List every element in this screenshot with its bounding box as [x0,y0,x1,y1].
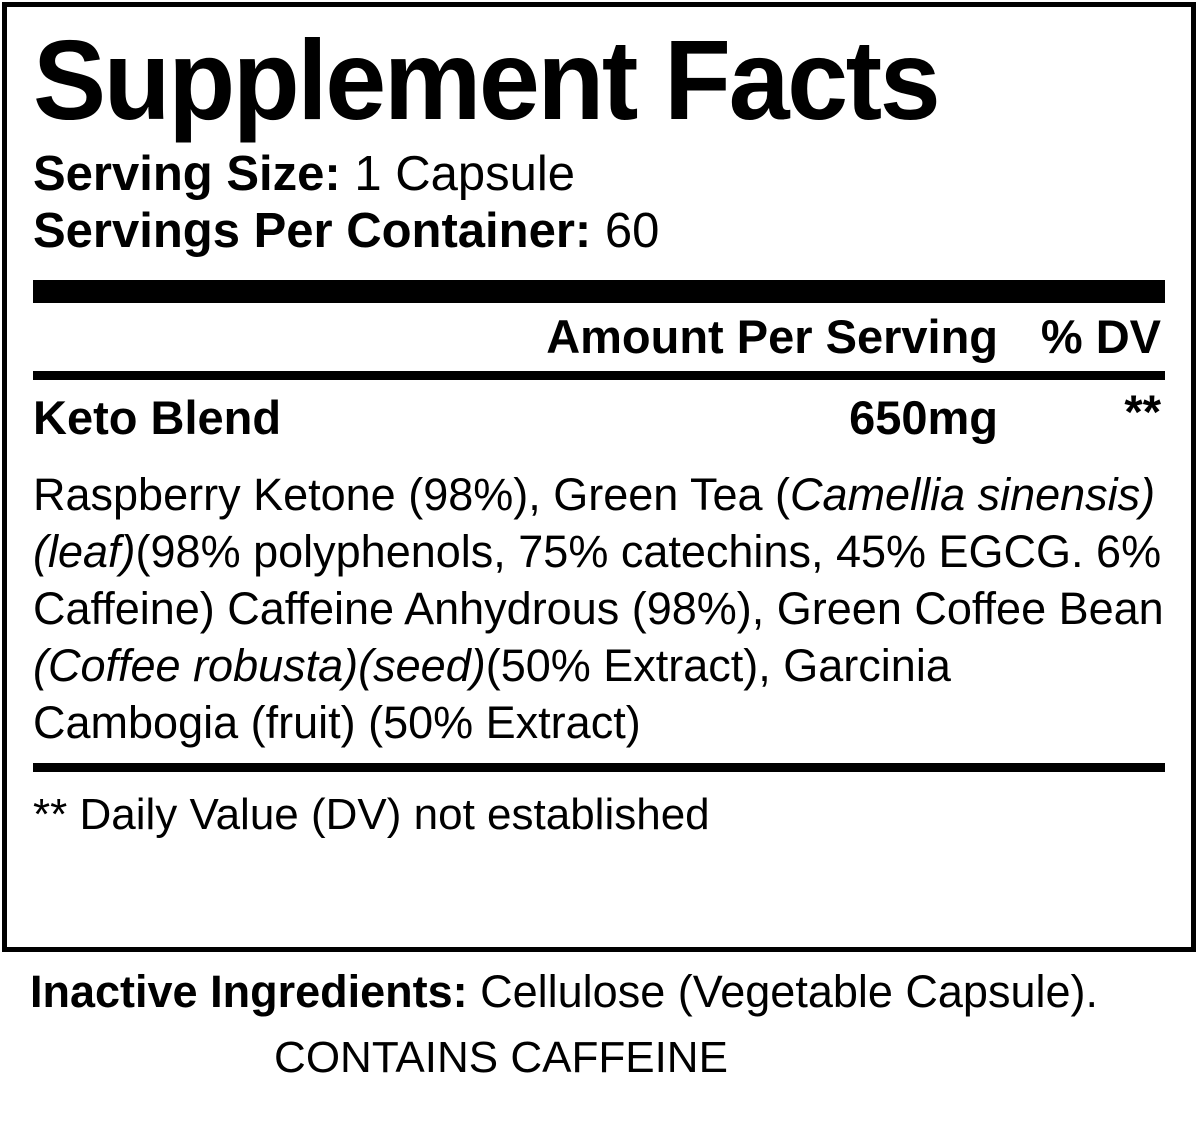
servings-per-container-value: 60 [604,204,660,259]
ingredient-botanical-name: (Coffee robusta)(seed) [33,639,486,691]
ingredient-text: (50% Extract), Garcinia Cambogia (fruit)… [33,639,951,748]
inactive-ingredients-label: Inactive Ingredients: [30,966,468,1017]
servings-per-container-label: Servings Per Container: [33,204,592,259]
ingredient-text: Raspberry Ketone (98%), Green Tea ( [33,468,791,520]
row-amount-keto-blend: 650mg [849,390,998,444]
serving-size-label: Serving Size: [33,147,341,202]
column-header-row: Amount Per Serving % DV [33,303,1165,371]
page-title: Supplement Facts [33,17,941,143]
divider-heavy-top [33,279,1165,303]
inactive-ingredients-value: Cellulose (Vegetable Capsule). [480,966,1098,1017]
inactive-ingredients-paragraph: Inactive Ingredients: Cellulose (Vegetab… [30,952,1172,1020]
column-header-amount-per-serving: Amount Per Serving [546,309,998,363]
daily-value-footnote: ** Daily Value (DV) not established [33,789,710,839]
panel-inner: Supplement Facts Serving Size: 1 Capsule… [7,7,1191,947]
contains-caffeine-notice: CONTAINS CAFFEINE [274,1033,728,1082]
ingredient-detail-paragraph: Raspberry Ketone (98%), Green Tea (Camel… [33,452,1165,763]
row-dv-keto-blend: ** [1124,384,1161,438]
below-panel-section: Inactive Ingredients: Cellulose (Vegetab… [0,952,1200,1082]
serving-size-value: 1 Capsule [354,147,575,202]
supplement-facts-panel: Supplement Facts Serving Size: 1 Capsule… [2,2,1196,952]
ingredient-botanical-name: Camellia sinensis)(leaf) [33,468,1156,577]
divider-above-footnote [33,762,1165,772]
column-header-percent-dv: % DV [1040,309,1161,363]
servings-per-container-row: Servings Per Container: 60 [33,203,1165,260]
serving-size-row: Serving Size: 1 Capsule [33,146,1165,203]
row-name-keto-blend: Keto Blend [33,390,282,444]
ingredient-text: (98% polyphenols, 75% catechins, 45% EGC… [33,525,1164,634]
divider-under-column-headers [33,370,1165,380]
table-row: Keto Blend 650mg ** [33,380,1165,452]
